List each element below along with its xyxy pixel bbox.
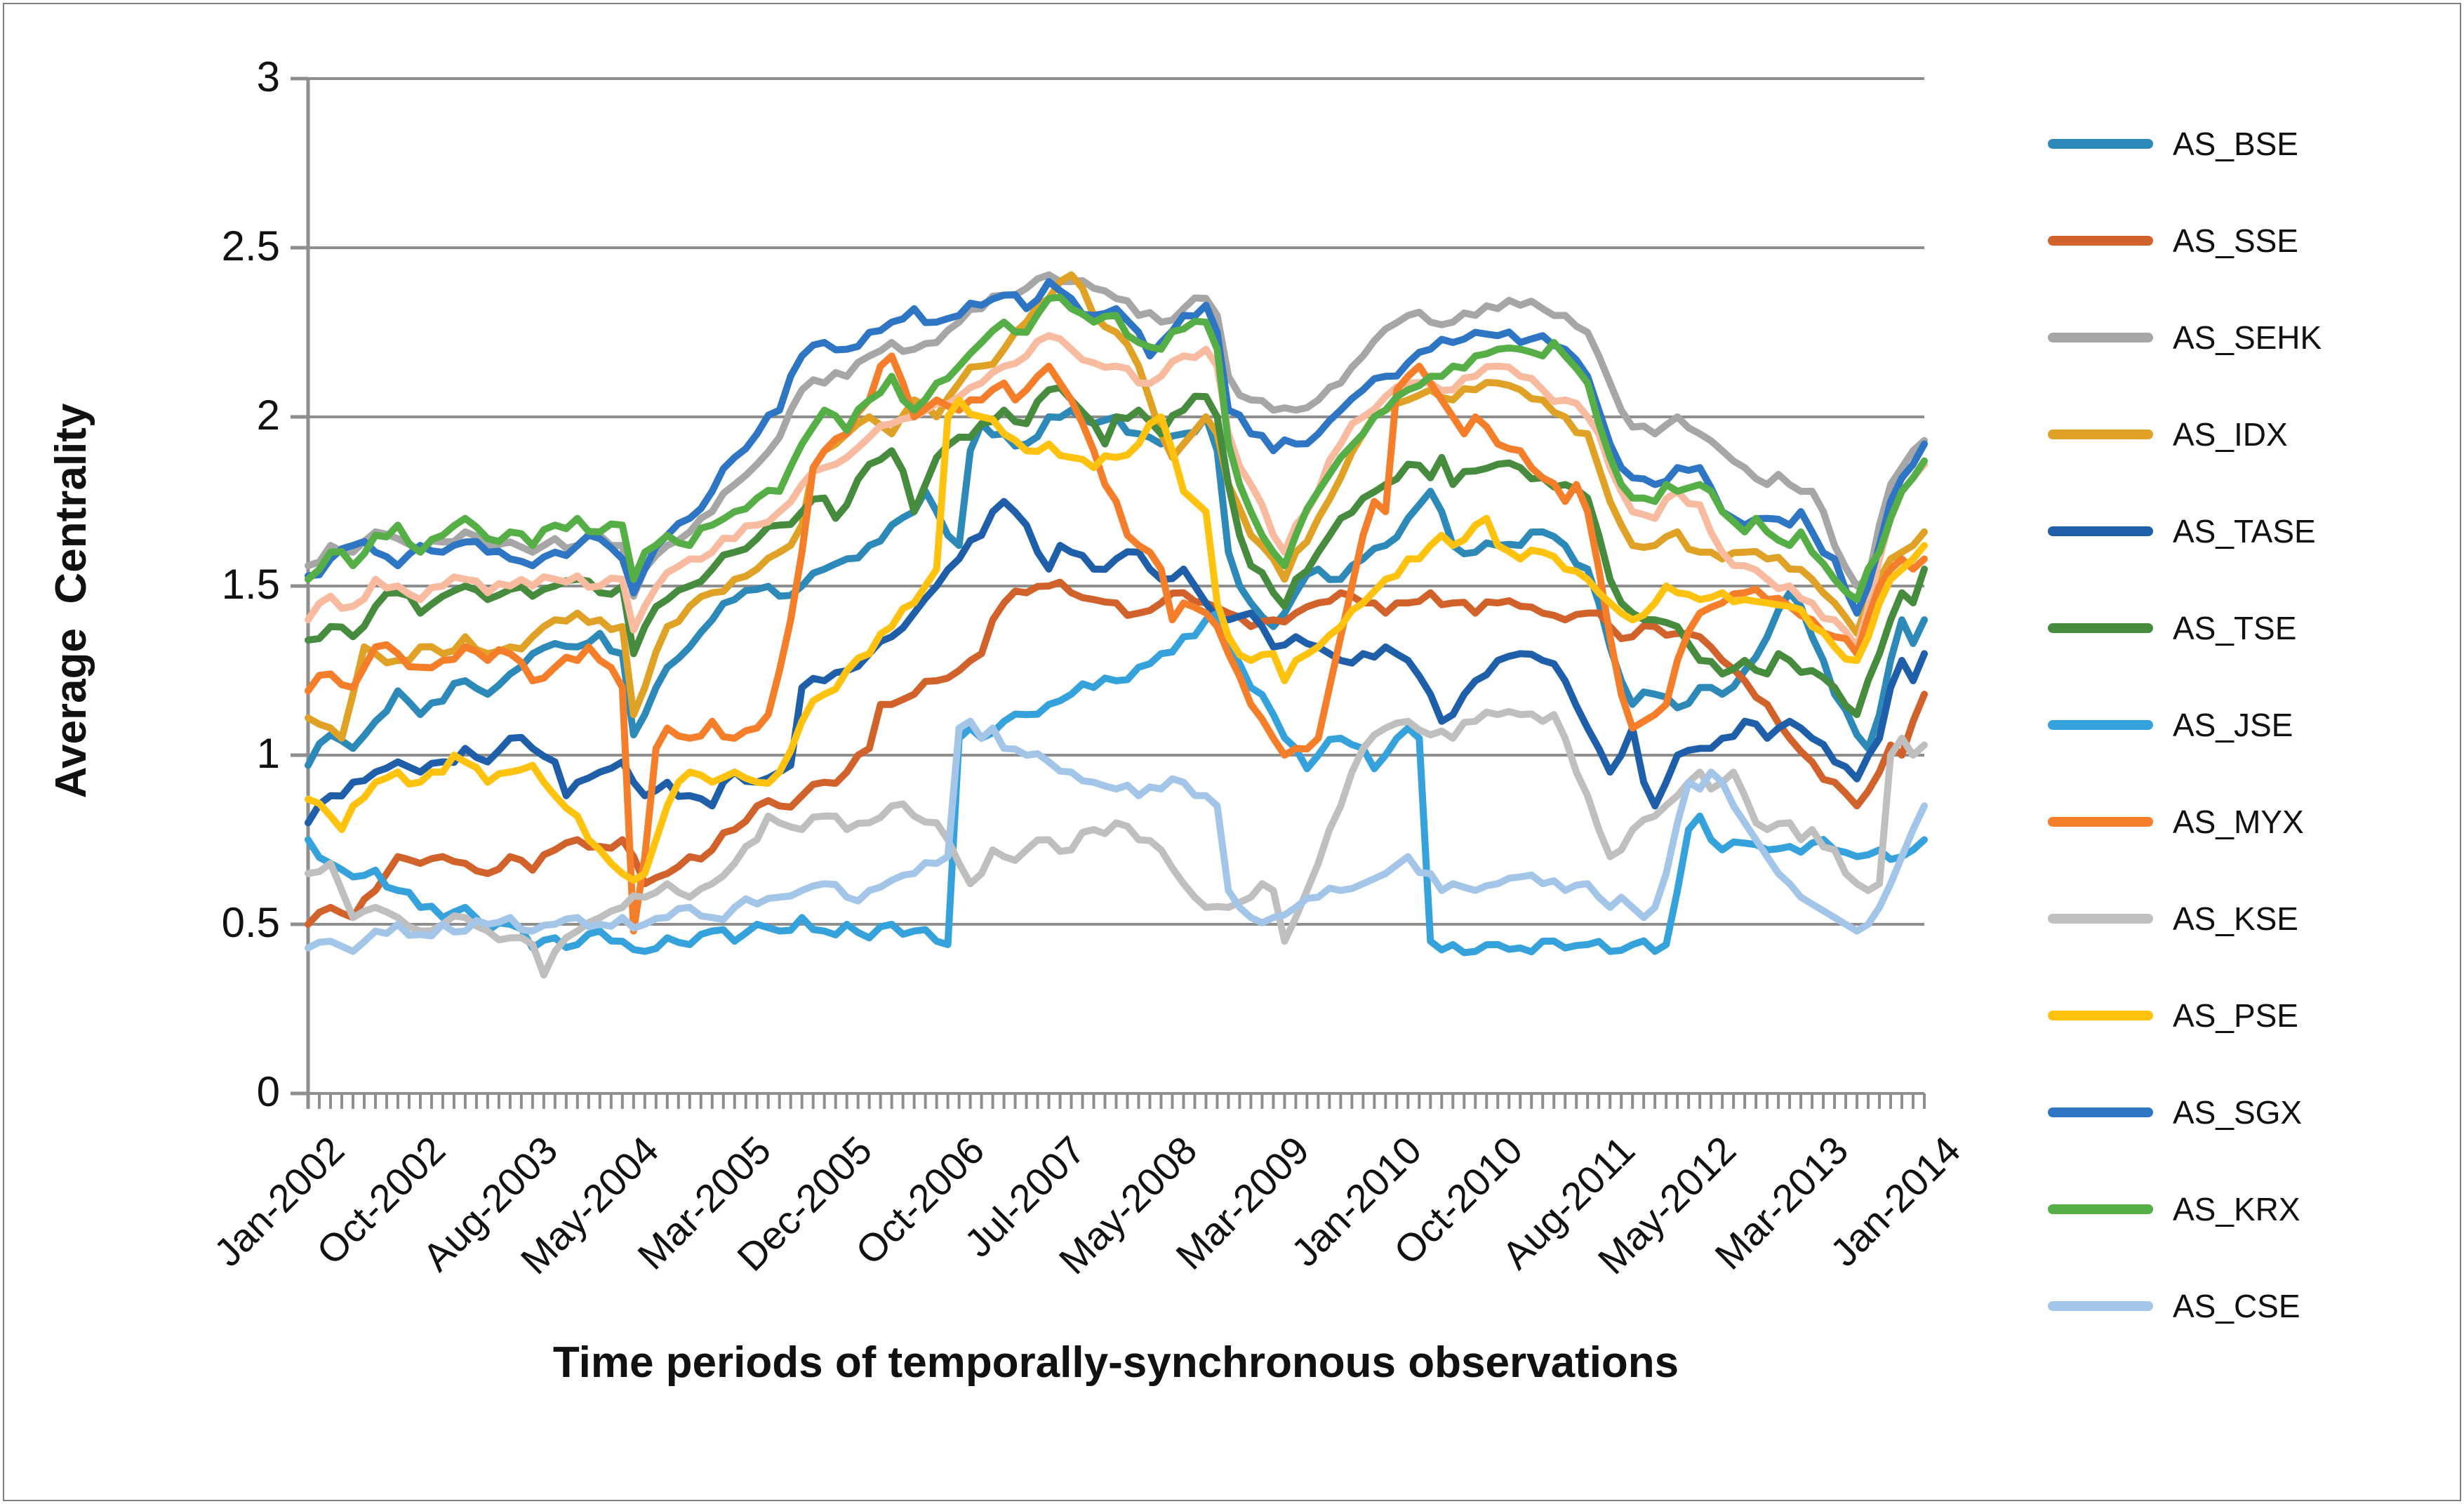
series-line-AS_SGX <box>305 278 1928 617</box>
y-tick-label-2: 2 <box>256 392 280 439</box>
legend-label-AS_KRX: AS_KRX <box>2173 1191 2300 1227</box>
series-line-AS_MYX <box>305 352 1928 935</box>
legend-swatch-AS_SEHK <box>2048 333 2153 342</box>
legend-label-AS_TASE: AS_TASE <box>2173 513 2316 550</box>
legend-swatch-AS_SGX <box>2048 1107 2153 1117</box>
series-line-AS_KRX <box>305 293 1928 604</box>
series-line-AS_IDX <box>305 271 1928 742</box>
series-line-unlabeled-salmon <box>305 332 1928 651</box>
legend-swatch-AS_TSE <box>2048 623 2153 633</box>
series-line-AS_SEHK <box>305 271 1928 600</box>
legend-label-AS_IDX: AS_IDX <box>2173 416 2288 453</box>
legend-label-AS_SSE: AS_SSE <box>2173 222 2298 259</box>
legend-item-AS_KRX[interactable]: AS_KRX <box>2048 1161 2322 1258</box>
legend-item-AS_SEHK[interactable]: AS_SEHK <box>2048 289 2322 386</box>
legend-label-AS_SGX: AS_SGX <box>2173 1094 2303 1131</box>
legend-swatch-AS_KSE <box>2048 914 2153 924</box>
legend-swatch-AS_IDX <box>2048 430 2153 439</box>
legend-item-AS_MYX[interactable]: AS_MYX <box>2048 773 2322 870</box>
legend-item-AS_JSE[interactable]: AS_JSE <box>2048 677 2322 773</box>
y-axis-title: Average Centrality <box>47 403 95 799</box>
series-line-AS_SSE <box>305 578 1928 928</box>
y-tick-label-3: 3 <box>256 53 280 100</box>
legend-item-AS_SSE[interactable]: AS_SSE <box>2048 192 2322 289</box>
legend-swatch-AS_MYX <box>2048 817 2153 827</box>
y-tick-label-2.5: 2.5 <box>221 222 280 269</box>
legend-item-AS_IDX[interactable]: AS_IDX <box>2048 386 2322 483</box>
legend-item-AS_CSE[interactable]: AS_CSE <box>2048 1258 2322 1355</box>
legend-label-AS_CSE: AS_CSE <box>2173 1288 2300 1324</box>
legend-item-AS_BSE[interactable]: AS_BSE <box>2048 95 2322 192</box>
legend-label-AS_JSE: AS_JSE <box>2173 707 2293 743</box>
y-tick-label-0.5: 0.5 <box>221 899 280 946</box>
legend-swatch-AS_BSE <box>2048 139 2153 149</box>
legend-item-AS_KSE[interactable]: AS_KSE <box>2048 870 2322 967</box>
legend-label-AS_MYX: AS_MYX <box>2173 804 2304 840</box>
legend-item-AS_PSE[interactable]: AS_PSE <box>2048 967 2322 1064</box>
legend-swatch-AS_SSE <box>2048 236 2153 246</box>
legend-label-AS_PSE: AS_PSE <box>2173 997 2298 1034</box>
legend-swatch-AS_KRX <box>2048 1204 2153 1214</box>
legend-swatch-AS_PSE <box>2048 1011 2153 1020</box>
legend-swatch-AS_JSE <box>2048 720 2153 730</box>
series-line-AS_TASE <box>305 498 1928 827</box>
series-line-AS_KSE <box>305 707 1928 979</box>
series-line-AS_CSE <box>305 717 1928 955</box>
y-tick-label-1.5: 1.5 <box>221 561 280 608</box>
legend-swatch-AS_TASE <box>2048 526 2153 536</box>
legend-swatch-AS_CSE <box>2048 1301 2153 1311</box>
legend-item-AS_TSE[interactable]: AS_TSE <box>2048 580 2322 677</box>
legend-label-AS_KSE: AS_KSE <box>2173 900 2298 937</box>
y-tick-label-0: 0 <box>256 1068 280 1115</box>
y-tick-label-1: 1 <box>256 730 280 777</box>
series-line-AS_JSE <box>305 609 1928 957</box>
figure-border: 0 0.5 1 1.5 2 2.5 3 Jan-2002 Oct-2002 Aug-2003 Ma… <box>3 3 2461 1501</box>
legend-label-AS_SEHK: AS_SEHK <box>2173 319 2322 356</box>
legend: AS_BSE AS_SSE AS_SEHK AS_IDX AS_TASE AS_TSE AS… <box>2048 95 2322 1355</box>
legend-label-AS_TSE: AS_TSE <box>2173 610 2297 646</box>
legend-item-AS_TASE[interactable]: AS_TASE <box>2048 483 2322 580</box>
series-line-AS_PSE <box>305 396 1928 884</box>
x-axis-title: Time periods of temporally-synchronous o… <box>552 1338 1679 1387</box>
legend-label-AS_BSE: AS_BSE <box>2173 126 2298 162</box>
plot-area <box>291 76 1928 1109</box>
legend-item-AS_SGX[interactable]: AS_SGX <box>2048 1064 2322 1161</box>
